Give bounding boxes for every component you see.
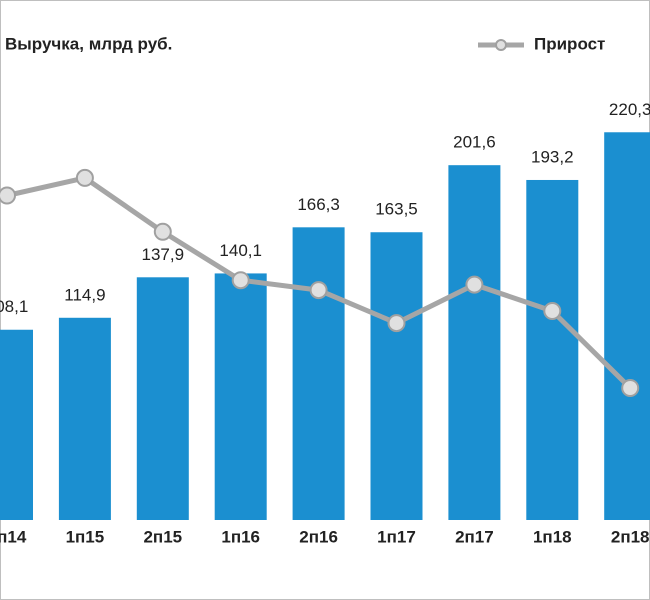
x-tick-label: 1п17 [377, 527, 416, 546]
chart-title: Выручка, млрд руб. [5, 34, 172, 53]
x-tick-label: 2п14 [0, 527, 27, 546]
x-tick-label: 1п18 [533, 527, 572, 546]
bar [58, 317, 111, 520]
growth-marker [0, 186, 16, 205]
x-tick-label: 2п16 [299, 527, 338, 546]
bar [292, 227, 345, 520]
legend-marker [495, 39, 507, 51]
bar [370, 232, 423, 521]
bar [448, 165, 501, 520]
bar [526, 179, 579, 520]
bar [0, 329, 33, 520]
bar [136, 277, 189, 520]
legend-label: Прирост [534, 34, 605, 53]
data-label: 193,2 [531, 147, 574, 166]
x-tick-label: 1п16 [221, 527, 260, 546]
bar [214, 273, 267, 520]
growth-marker [153, 222, 172, 241]
growth-marker [75, 168, 94, 187]
growth-marker [543, 302, 562, 320]
data-label: 108,1 [0, 297, 28, 316]
growth-marker [309, 281, 328, 300]
x-tick-label: 2п17 [455, 527, 494, 546]
data-label: 140,1 [219, 241, 262, 260]
data-label: 220,3 [609, 100, 650, 119]
x-tick-label: 2п15 [143, 527, 182, 546]
data-label: 137,9 [142, 245, 185, 264]
data-label: 163,5 [375, 200, 418, 219]
data-label: 201,6 [453, 133, 496, 152]
bar [604, 132, 650, 520]
growth-marker [387, 314, 406, 333]
x-tick-label: 2п18 [611, 527, 650, 546]
x-tick-label: 1п15 [66, 527, 105, 546]
data-label: 114,9 [64, 285, 105, 304]
growth-marker [465, 275, 484, 294]
growth-marker [621, 379, 640, 397]
data-label: 166,3 [297, 195, 340, 214]
growth-marker [231, 271, 250, 290]
